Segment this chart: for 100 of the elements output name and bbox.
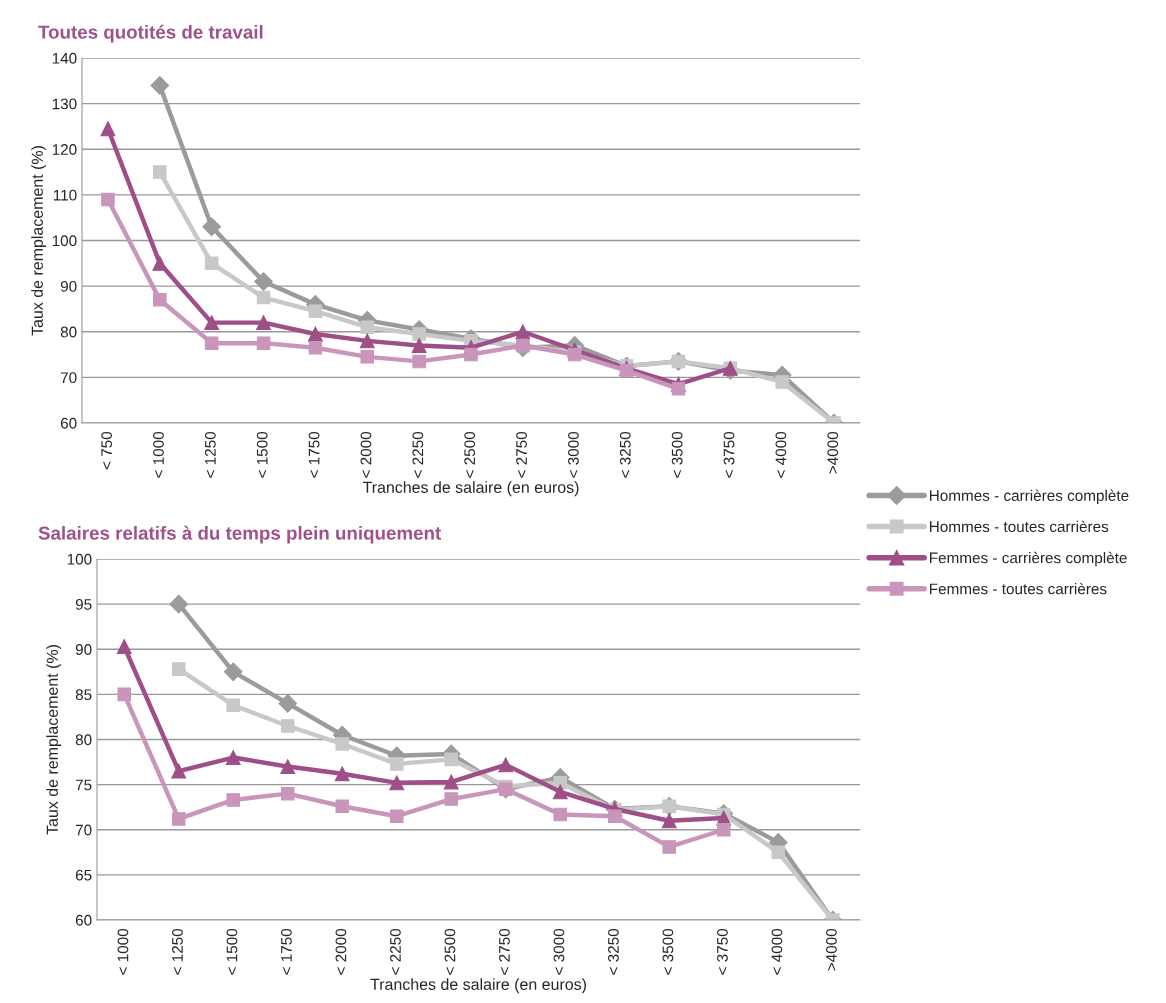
x-tick-label: < 3750 xyxy=(717,928,728,975)
point xyxy=(153,165,167,179)
point xyxy=(171,763,187,779)
point xyxy=(116,639,132,655)
y-tick-label: 140 xyxy=(52,52,77,64)
point xyxy=(153,293,167,307)
y-tick-label: 80 xyxy=(75,734,92,746)
point xyxy=(256,290,271,305)
point xyxy=(100,121,116,137)
point xyxy=(307,326,323,342)
y-tick-label: 70 xyxy=(75,824,92,836)
y-tick-label: 90 xyxy=(60,280,77,292)
point xyxy=(464,347,478,362)
x-tick-label: < 2750 xyxy=(499,928,510,975)
x-tick-label: < 3750 xyxy=(723,431,735,478)
point xyxy=(775,375,789,389)
x-tick-label: < 2250 xyxy=(412,431,424,478)
point xyxy=(360,350,375,364)
point xyxy=(150,76,170,95)
point xyxy=(443,774,459,790)
x-tick-label: < 1750 xyxy=(281,928,292,975)
x-tick-label: >4000 xyxy=(827,431,839,474)
point xyxy=(553,807,568,822)
legend-label: Hommes - carrières complète xyxy=(930,489,1129,504)
point xyxy=(171,812,186,826)
point xyxy=(204,256,219,271)
point xyxy=(607,809,622,823)
point xyxy=(444,792,459,806)
point xyxy=(411,337,427,353)
x-tick-label: < 1500 xyxy=(226,928,238,975)
legend-label: Femmes - carrières complète xyxy=(930,551,1127,567)
y-tick-label: 130 xyxy=(52,98,77,110)
x-tick-label: < 3000 xyxy=(568,431,579,478)
point xyxy=(280,759,296,775)
y-tick-label: 100 xyxy=(67,553,92,565)
x-tick-label: < 750 xyxy=(101,431,113,470)
x-axis-title: Tranches de salaire (en euros) xyxy=(362,481,579,497)
point xyxy=(278,694,298,713)
x-tick-label: < 2750 xyxy=(516,431,527,478)
y-tick-label: 110 xyxy=(53,189,77,201)
x-tick-label: < 4000 xyxy=(771,928,783,975)
x-axis-title: Tranches de salaire (en euros) xyxy=(370,978,586,994)
x-tick-label: < 2500 xyxy=(464,431,476,478)
point xyxy=(716,822,731,837)
point xyxy=(308,304,323,318)
point xyxy=(254,272,273,291)
x-tick-label: < 4000 xyxy=(775,431,787,478)
y-axis-title: Taux de remplacement (%) xyxy=(31,146,47,336)
point xyxy=(444,752,459,767)
point xyxy=(152,255,168,271)
x-tick-label: < 1250 xyxy=(172,928,183,975)
x-tick-label: < 3500 xyxy=(671,431,683,478)
y-tick-label: 75 xyxy=(75,779,92,791)
x-tick-label: < 2500 xyxy=(444,928,456,975)
x-tick-label: < 1250 xyxy=(204,431,216,478)
x-tick-label: < 1500 xyxy=(256,431,268,478)
point xyxy=(389,809,404,823)
point xyxy=(335,737,350,751)
point xyxy=(515,324,531,340)
point xyxy=(226,698,241,712)
point xyxy=(334,766,350,782)
legend-label: Femmes - toutes carrières xyxy=(930,582,1107,595)
point xyxy=(204,336,219,350)
point xyxy=(389,775,405,791)
x-tick-label: < 1000 xyxy=(117,928,129,975)
point xyxy=(101,192,115,207)
point xyxy=(662,840,677,854)
x-tick-label: < 1000 xyxy=(153,431,164,478)
point xyxy=(498,757,514,773)
y-tick-label: 120 xyxy=(52,144,77,155)
point xyxy=(171,662,186,676)
point xyxy=(661,813,677,829)
point xyxy=(335,799,350,814)
x-tick-label: < 2000 xyxy=(360,431,372,478)
point xyxy=(412,327,426,341)
y-tick-label: 90 xyxy=(75,644,92,655)
point xyxy=(771,845,786,860)
x-tick-label: < 3500 xyxy=(662,928,674,975)
x-tick-label: < 1750 xyxy=(308,431,320,478)
y-tick-label: 60 xyxy=(75,914,92,926)
point xyxy=(204,315,220,331)
point xyxy=(308,340,323,355)
x-tick-label: < 3000 xyxy=(553,928,565,975)
point xyxy=(671,382,686,396)
point xyxy=(280,786,295,801)
chart-title: Toutes quotités de travail xyxy=(38,24,263,43)
point xyxy=(202,217,222,237)
point xyxy=(389,757,404,771)
y-tick-label: 60 xyxy=(60,417,77,429)
x-tick-label: < 2250 xyxy=(390,928,401,975)
point xyxy=(359,333,375,349)
y-tick-label: 80 xyxy=(60,326,77,338)
x-tick-label: < 3250 xyxy=(608,928,619,975)
x-tick-label: >4000 xyxy=(826,928,837,971)
legend-label: Hommes - toutes carrières xyxy=(930,520,1109,533)
y-axis-title: Taux de remplacement (%) xyxy=(46,645,62,835)
point xyxy=(360,320,375,334)
y-tick-label: 65 xyxy=(75,869,92,881)
point xyxy=(256,315,271,331)
point xyxy=(412,354,426,369)
